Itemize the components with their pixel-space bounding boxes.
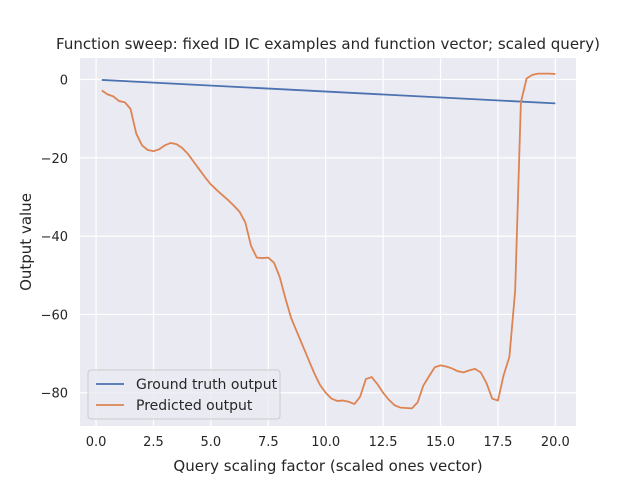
x-tick-label: 0.0 [86, 435, 107, 450]
plot-area [80, 58, 576, 426]
y-tick-label: −80 [41, 387, 68, 402]
series-line-predicted-output [101, 72, 556, 410]
series-layer [101, 72, 556, 410]
x-axis-label: Query scaling factor (scaled ones vector… [173, 457, 482, 475]
x-tick-label: 2.5 [143, 435, 164, 450]
y-tick-label: −60 [41, 308, 68, 323]
series-line-ground-truth-output [101, 79, 556, 105]
x-tick-label: 5.0 [201, 435, 222, 450]
x-tick-label: 20.0 [541, 435, 570, 450]
y-tick-label: −20 [41, 152, 68, 167]
x-tick-label: 12.5 [369, 435, 398, 450]
x-tick-label: 17.5 [483, 435, 512, 450]
y-tick-labels: 0 −20 −40 −60 −80 [41, 74, 68, 402]
x-tick-label: 10.0 [311, 435, 340, 450]
y-tick-label: −40 [41, 230, 68, 245]
y-axis-label: Output value [17, 193, 35, 291]
legend: Ground truth output Predicted output [87, 369, 281, 420]
x-tick-label: 7.5 [258, 435, 279, 450]
legend-label-predicted: Predicted output [136, 398, 253, 414]
chart-title: Function sweep: fixed ID IC examples and… [56, 35, 600, 53]
x-tick-labels: 0.0 2.5 5.0 7.5 10.0 12.5 15.0 17.5 20.0 [86, 435, 570, 450]
legend-box [87, 369, 281, 420]
y-tick-label: 0 [60, 74, 68, 89]
legend-label-ground-truth: Ground truth output [136, 377, 278, 393]
x-tick-label: 15.0 [426, 435, 455, 450]
gridlines [80, 58, 576, 426]
